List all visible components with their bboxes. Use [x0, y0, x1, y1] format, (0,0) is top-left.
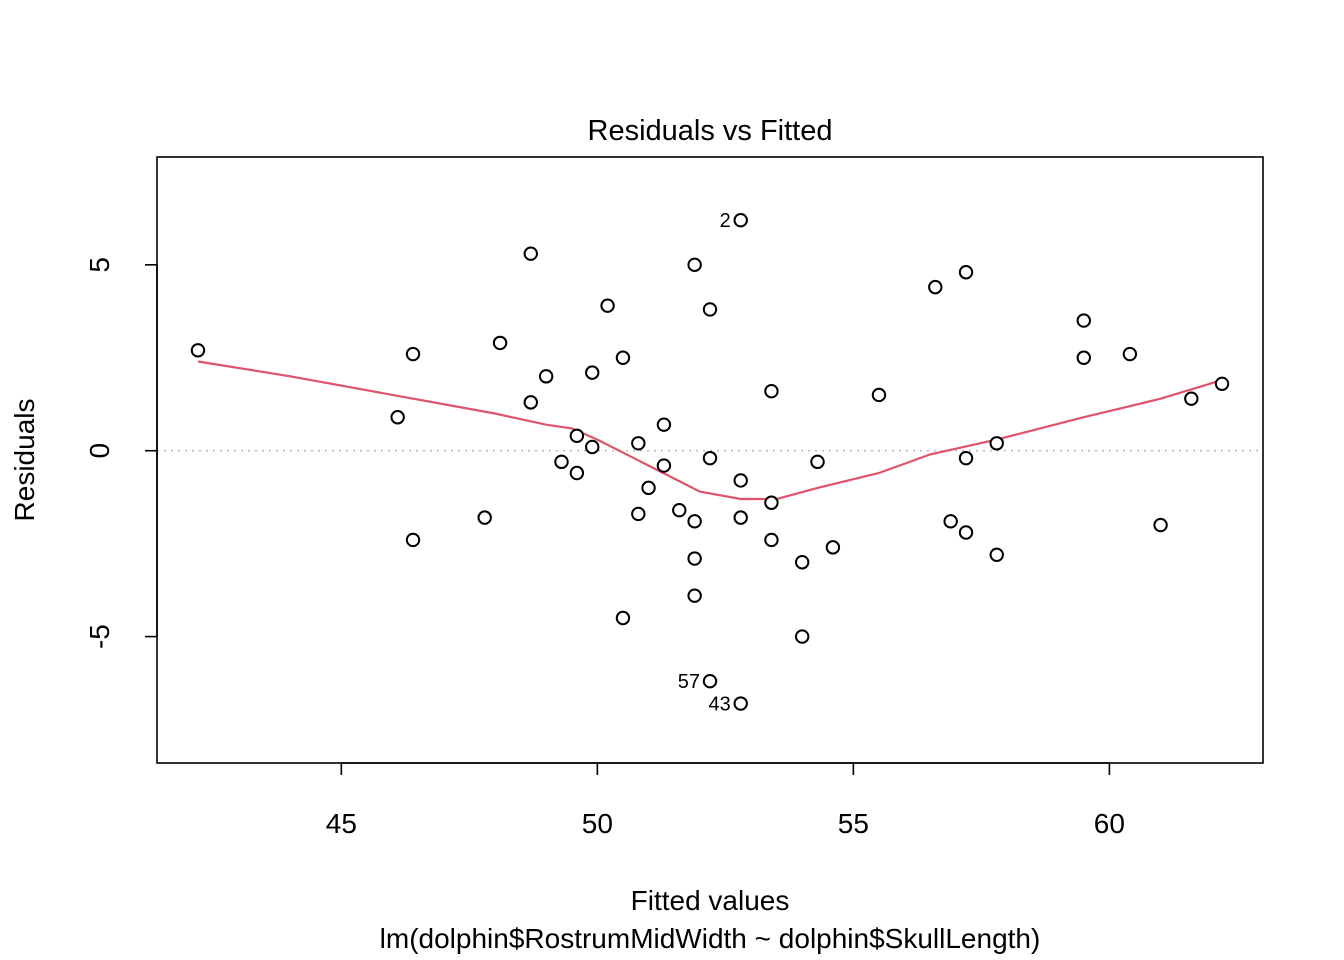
data-point [641, 480, 656, 496]
data-point [810, 454, 825, 470]
y-tick-label: 5 [84, 257, 115, 273]
data-point [989, 436, 1004, 451]
data-point [631, 506, 646, 522]
data-point [405, 346, 421, 362]
data-point [190, 343, 206, 358]
data-point [615, 610, 631, 626]
data-point [1076, 313, 1091, 328]
data-point [523, 395, 538, 410]
data-point [733, 510, 748, 525]
data-point [702, 674, 718, 689]
data-point [672, 502, 687, 518]
data-point [492, 335, 508, 351]
data-point [702, 450, 718, 466]
data-point [825, 540, 841, 555]
x-tick-label: 45 [326, 808, 357, 839]
data-point [1153, 517, 1168, 533]
data-point [1076, 350, 1091, 365]
y-axis: -5 0 5 [84, 257, 158, 649]
data-point [569, 428, 585, 444]
data-point [958, 450, 974, 466]
x-axis-label: Fitted values [631, 885, 790, 916]
y-axis-label: Residuals [9, 399, 40, 522]
smooth-trend-line [197, 360, 1223, 501]
data-point [477, 510, 492, 525]
data-point [538, 369, 554, 384]
x-tick-label: 55 [838, 808, 869, 839]
data-points [190, 213, 1230, 711]
data-point [687, 514, 702, 529]
data-point [794, 555, 810, 570]
y-tick-label: -5 [84, 624, 115, 649]
data-point [585, 365, 600, 380]
data-point [764, 384, 779, 399]
data-point [958, 525, 974, 540]
data-point [687, 588, 702, 603]
data-point [600, 298, 615, 313]
data-point [405, 532, 421, 548]
data-point [733, 213, 748, 228]
data-point [1214, 376, 1230, 391]
data-point [631, 436, 646, 451]
data-point [687, 551, 702, 566]
data-point [958, 265, 974, 280]
data-point [764, 495, 779, 510]
data-point [656, 458, 672, 473]
chart-title: Residuals vs Fitted [588, 115, 833, 147]
data-point [733, 696, 748, 711]
outlier-label: 2 [720, 210, 731, 232]
model-formula-label: lm(dolphin$RostrumMidWidth ~ dolphin$Sku… [380, 923, 1041, 954]
x-axis: 45 50 55 60 [326, 762, 1125, 839]
data-point [871, 387, 887, 403]
y-tick-label: 0 [84, 443, 115, 459]
outlier-labels: 2 57 43 [678, 210, 731, 715]
outlier-label: 57 [678, 671, 700, 693]
data-point [733, 473, 748, 488]
data-point [615, 350, 631, 365]
data-point [1122, 346, 1138, 362]
data-point [928, 279, 943, 295]
data-point [687, 257, 702, 273]
x-tick-label: 60 [1094, 808, 1125, 839]
data-point [569, 465, 585, 481]
x-tick-label: 50 [582, 808, 613, 839]
data-point [943, 514, 958, 529]
data-point [523, 246, 538, 261]
data-point [702, 302, 718, 317]
data-point [390, 410, 405, 425]
data-point [1184, 391, 1199, 406]
data-point [794, 629, 810, 644]
data-point [554, 454, 569, 470]
data-point [585, 439, 600, 455]
data-point [656, 417, 672, 432]
outlier-label: 43 [708, 694, 730, 716]
data-point [989, 547, 1004, 563]
data-point [764, 532, 779, 548]
